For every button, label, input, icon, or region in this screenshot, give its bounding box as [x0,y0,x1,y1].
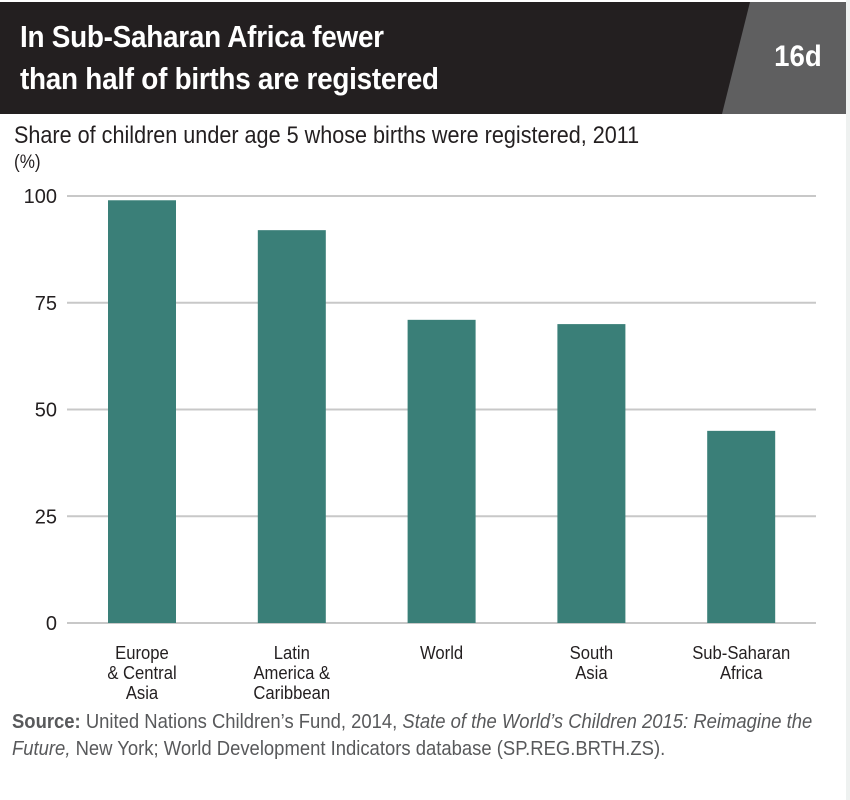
x-category-label-line: Europe [115,642,169,663]
x-category-label: Sub-Saharan Africa [692,642,790,683]
x-category-label: World [420,642,463,663]
bar-latin-america-caribbean [257,230,326,623]
source-title: State of the World’s Children 2015: Reim… [12,710,813,760]
x-category-label-line: Sub-Saharan [692,642,790,663]
x-category-label-line: Africa [720,662,763,683]
x-category-label-line: Latin [274,642,310,663]
y-tick-label: 50 [35,400,57,422]
x-category-label-line: South [570,642,613,663]
y-tick-label: 100 [24,186,57,208]
bars [108,200,776,623]
bar-sub-saharan-africa [707,430,776,623]
bar-europe-central-asia [108,200,176,623]
bar-world [407,319,476,623]
x-category-label: Europe & Central Asia [107,642,176,703]
x-category-label-line: World [420,642,463,663]
y-tick-label: 75 [35,293,57,315]
y-axis-unit: (%) [14,152,41,173]
x-category-label-line: Asia [126,682,159,703]
headline-line-2: than half of births are registered [20,61,439,96]
source-label: Source: [12,710,81,733]
x-category-label-line: Caribbean [253,682,330,703]
source-note: Source: United Nations Children’s Fund, … [12,708,822,762]
header-banner: In Sub-Saharan Africa fewer than half of… [0,2,846,114]
x-category-label: Latin America & Caribbean [253,642,330,703]
chart-title: Share of children under age 5 whose birt… [14,122,640,149]
x-category-label: South Asia [570,642,613,683]
source-text-2: New York; World Development Indicators d… [70,737,666,760]
bar-south-asia [557,324,626,623]
source-text-1: United Nations Children’s Fund, 2014, [80,710,403,733]
x-category-label-line: Asia [575,662,608,683]
x-category-label-line: & Central [107,662,176,683]
y-tick-labels: 0 25 50 75 100 [24,186,57,635]
y-tick-label: 25 [35,506,57,528]
figure-number: 16d [774,40,822,73]
x-category-label-line: America & [253,662,330,683]
chart-headline: In Sub-Saharan Africa fewer than half of… [20,16,439,100]
headline-line-1: In Sub-Saharan Africa fewer [20,19,384,54]
y-tick-label: 0 [46,613,57,635]
